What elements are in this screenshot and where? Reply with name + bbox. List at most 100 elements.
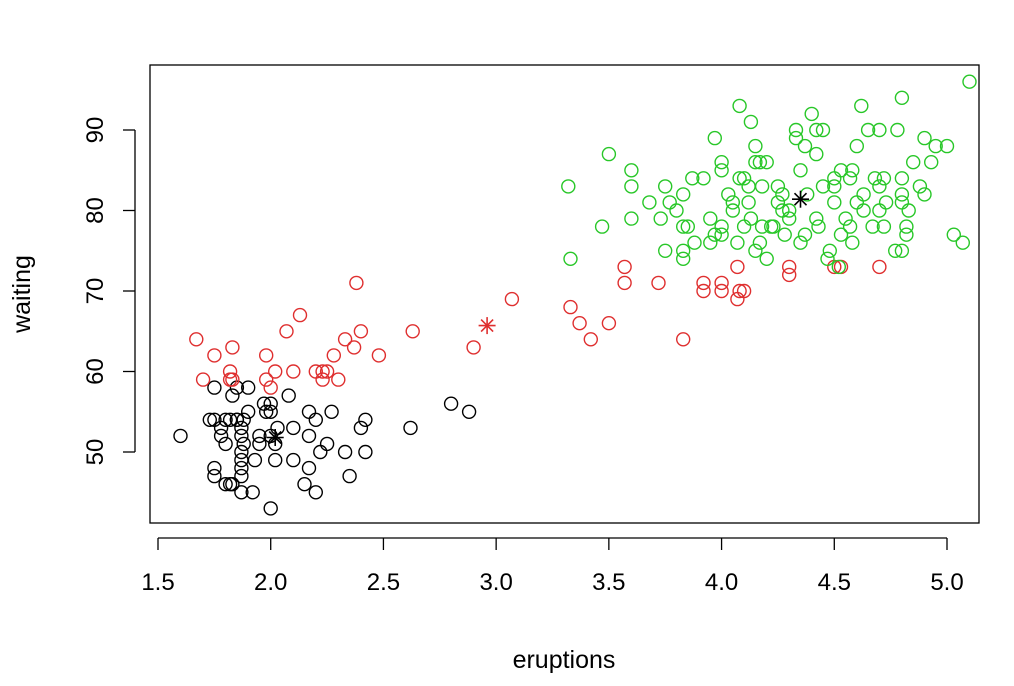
data-point	[173, 428, 188, 444]
data-point	[770, 195, 786, 210]
data-point	[894, 171, 910, 186]
data-point	[827, 171, 842, 186]
data-point	[286, 420, 301, 436]
data-point	[234, 485, 249, 500]
data-point	[730, 259, 745, 275]
data-point	[572, 316, 587, 331]
data-point	[234, 468, 249, 484]
data-point	[833, 163, 849, 178]
data-point	[736, 219, 752, 234]
data-point	[263, 380, 278, 395]
data-point	[842, 219, 858, 234]
data-point	[234, 428, 249, 444]
data-point	[270, 420, 285, 436]
data-point	[313, 444, 328, 460]
data-point	[788, 130, 804, 146]
y-axis-label: waiting	[8, 255, 36, 334]
data-point	[894, 187, 910, 202]
data-point	[234, 420, 249, 436]
data-point	[872, 122, 887, 138]
data-point	[793, 163, 808, 178]
data-point	[218, 436, 233, 452]
data-point	[714, 163, 729, 178]
data-point	[725, 195, 740, 210]
data-point	[213, 428, 229, 444]
data-point	[782, 267, 797, 283]
data-point	[308, 485, 323, 500]
y-tick-label: 80	[82, 197, 109, 224]
data-point	[301, 460, 317, 476]
data-point	[770, 179, 786, 194]
y-axis: 50 60 70 80 90	[82, 117, 136, 465]
data-point	[617, 259, 632, 275]
data-point	[748, 154, 763, 170]
data-point	[252, 428, 267, 444]
data-point	[815, 179, 831, 194]
data-point	[324, 404, 339, 419]
data-point	[748, 138, 763, 154]
data-point	[754, 179, 770, 194]
x-tick-label: 2.5	[367, 569, 400, 596]
data-point	[714, 275, 729, 291]
data-point	[766, 219, 781, 234]
data-point	[782, 203, 797, 218]
data-point	[822, 243, 837, 259]
data-point	[405, 324, 420, 339]
data-point	[730, 235, 745, 250]
data-point	[624, 179, 639, 194]
data-point	[906, 154, 921, 170]
data-point	[240, 404, 256, 419]
data-point	[346, 340, 362, 355]
data-point	[225, 388, 240, 403]
data-point	[337, 332, 353, 347]
data-point	[730, 291, 745, 307]
plot-frame	[149, 64, 980, 524]
data-point	[820, 251, 835, 266]
x-tick-label: 5.0	[930, 569, 963, 596]
data-point	[741, 195, 756, 210]
data-point	[651, 275, 666, 291]
data-point	[809, 211, 824, 226]
data-point	[878, 195, 894, 210]
data-point	[714, 154, 729, 170]
data-point	[225, 340, 240, 355]
x-tick-label: 4.5	[818, 569, 851, 596]
data-point	[872, 203, 887, 218]
data-point	[234, 452, 249, 468]
data-point	[748, 243, 763, 259]
data-point	[353, 420, 369, 436]
data-point	[240, 380, 256, 395]
cluster-center-marker	[478, 317, 496, 335]
data-point	[894, 90, 910, 106]
data-point	[732, 171, 747, 186]
data-point	[653, 211, 668, 226]
y-tick-label: 90	[82, 117, 109, 144]
data-point	[658, 243, 673, 259]
data-point	[842, 171, 858, 186]
data-point	[939, 138, 955, 154]
data-point	[714, 283, 729, 299]
data-point	[443, 396, 459, 411]
data-point	[676, 251, 691, 266]
data-point	[860, 122, 876, 138]
data-point	[962, 74, 977, 89]
data-point	[901, 203, 916, 218]
data-point	[876, 171, 892, 186]
data-point	[676, 332, 691, 347]
data-point	[225, 477, 240, 492]
data-point	[732, 98, 747, 114]
data-point	[876, 219, 892, 234]
data-point	[213, 420, 229, 436]
data-point	[894, 195, 910, 210]
data-point	[286, 452, 301, 468]
data-point	[703, 235, 718, 250]
data-point	[804, 106, 819, 122]
data-point	[856, 203, 871, 218]
data-point	[234, 460, 249, 476]
x-tick-label: 4.0	[705, 569, 738, 596]
data-point	[845, 163, 860, 178]
data-point	[924, 154, 939, 170]
data-point	[252, 436, 267, 452]
data-point	[845, 235, 860, 250]
data-point	[721, 187, 736, 202]
